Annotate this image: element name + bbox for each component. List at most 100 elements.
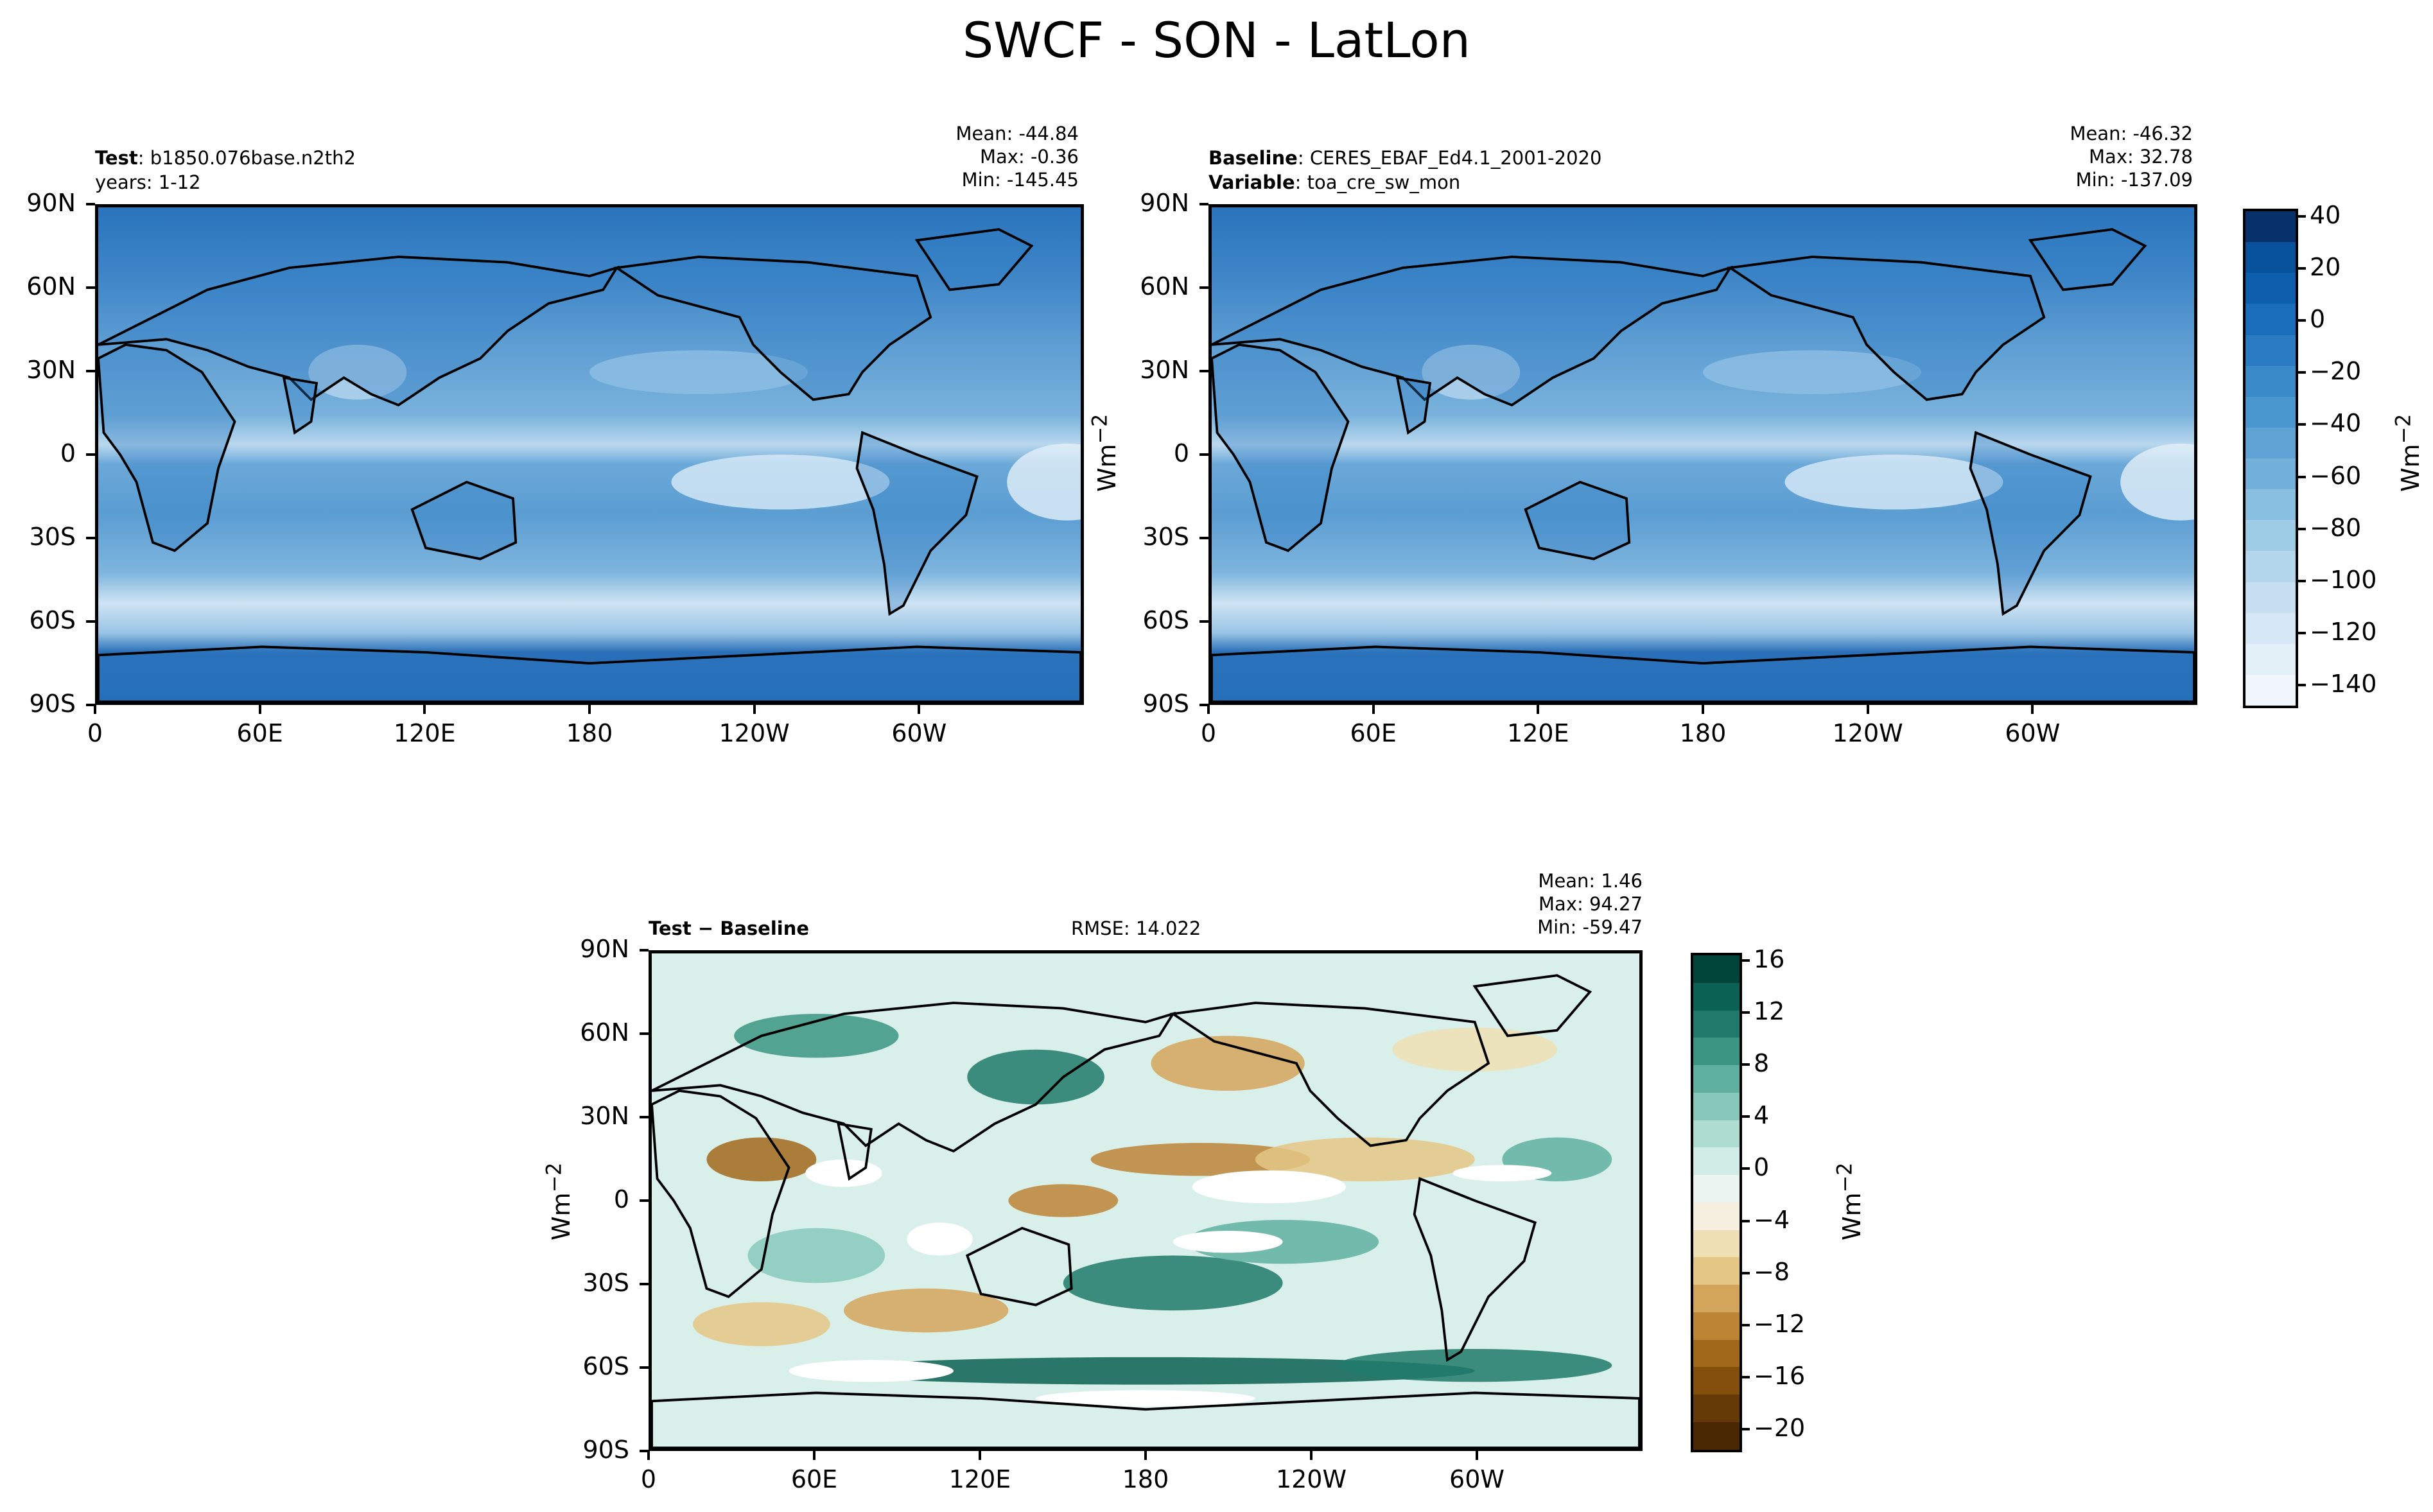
colorbar-tick-label: −12 [1754, 1309, 1806, 1338]
colorbar-tickmark [1742, 1011, 1750, 1014]
test-lat-tickmark [86, 370, 95, 372]
field-patch [967, 1049, 1104, 1105]
baseline-lon-tickmark [2031, 705, 2034, 714]
field-patch [1703, 350, 1921, 394]
colorbar-segment [2246, 396, 2296, 428]
test-lon-tick: 180 [566, 719, 613, 747]
test-label-text: b1850.076base.n2th2 [150, 147, 356, 169]
diff-lat-tickmark [640, 1199, 649, 1202]
colorbar-tickmark [2298, 631, 2306, 634]
baseline-min: Min: -137.09 [2075, 169, 2193, 191]
colorbar-segment [2246, 427, 2296, 458]
field-patch [671, 455, 890, 510]
test-lat-tickmark [86, 203, 95, 205]
baseline-lat-tick: 60S [1142, 606, 1189, 634]
coastline [613, 256, 932, 401]
baseline-lon-tickmark [1207, 705, 1210, 714]
diff-label-bold: Test − Baseline [649, 917, 810, 939]
test-max: Max: -0.36 [980, 146, 1079, 168]
baseline-label: Baseline: CERES_EBAF_Ed4.1_2001-2020 [1208, 147, 1602, 169]
baseline-lat-tickmark [1199, 370, 1208, 372]
colorbar-tickmark [2298, 527, 2306, 530]
masked-region [1192, 1170, 1346, 1204]
test-lat-tick: 90N [26, 189, 76, 217]
field-patch [706, 1137, 817, 1182]
test-map [95, 204, 1084, 705]
diff-lat-tickmark [640, 1366, 649, 1369]
colorbar-segment [1693, 982, 1740, 1011]
diff-rmse: RMSE: 14.022 [1071, 917, 1201, 939]
baseline-lon-tick: 0 [1200, 719, 1217, 747]
coastline [1727, 256, 2046, 401]
baseline-lon-tick: 60W [2005, 719, 2061, 747]
colorbar-segment [2246, 211, 2296, 243]
diff-min: Min: -59.47 [1537, 916, 1643, 938]
field-patch [1392, 1027, 1557, 1072]
baseline-mean: Mean: -46.32 [2070, 123, 2193, 144]
colorbar-tick-label: −100 [2310, 565, 2377, 594]
coastline [1395, 376, 1432, 435]
diff-lat-tick: 90N [580, 935, 629, 963]
field-patch [1255, 1137, 1475, 1182]
diff-lon-tick: 180 [1122, 1465, 1169, 1493]
diff-lon-tickmark [979, 1451, 981, 1460]
masked-region [1173, 1231, 1283, 1253]
coastline [1969, 431, 2092, 616]
colorbar-tickmark [1742, 1323, 1750, 1326]
colorbar-tick-label: 0 [2310, 305, 2326, 334]
colorbar-segment [2246, 458, 2296, 490]
coastline [855, 431, 979, 616]
test-lon-tickmark [918, 705, 921, 714]
test-lat-tickmark [86, 537, 95, 539]
colorbar-segment [1693, 1092, 1740, 1120]
colorbar-tick-label: −40 [2310, 409, 2362, 438]
field-patch [734, 1014, 899, 1058]
test-lon-tickmark [588, 705, 591, 714]
colorbar-tick-label: 12 [1754, 997, 1785, 1026]
colorbar-tick-label: 8 [1754, 1049, 1770, 1078]
colorbar-segment [1693, 1175, 1740, 1203]
colorbar-tickmark [2298, 319, 2306, 322]
colorbar-segment [2246, 304, 2296, 335]
coastline [652, 1391, 1639, 1448]
baseline-lat-tick: 30S [1142, 523, 1189, 551]
colorbar-segment [2246, 520, 2296, 552]
masked-region [1036, 1390, 1255, 1407]
diff-lat-tick: 60S [582, 1352, 629, 1380]
coastline [282, 376, 318, 435]
colorbar-tickmark [1742, 1115, 1750, 1118]
masked-region [1452, 1165, 1552, 1182]
diff-colorbar [1691, 953, 1742, 1452]
coastline [914, 228, 1034, 291]
colorbar-segment [1693, 1038, 1740, 1066]
baseline-lat-tick: 90S [1142, 690, 1189, 718]
coastline [652, 1089, 790, 1298]
main-colorbar-unit: Wm−2 [2392, 413, 2425, 492]
test-lat-tick: 90S [29, 690, 76, 718]
colorbar-segment [1693, 955, 1740, 983]
colorbar-segment [2246, 643, 2296, 675]
test-mean: Mean: -44.84 [955, 123, 1079, 144]
colorbar-segment [1693, 1120, 1740, 1148]
colorbar-tick-label: −8 [1754, 1257, 1790, 1286]
colorbar-segment [1693, 1147, 1740, 1176]
coastline [410, 480, 518, 560]
diff-lon-tick: 0 [640, 1465, 657, 1493]
field-patch [816, 1357, 1475, 1385]
baseline-lon-tickmark [1866, 705, 1869, 714]
coastline [965, 1226, 1073, 1307]
colorbar-tickmark [2298, 215, 2306, 218]
diff-lon-tick: 120E [948, 1465, 1011, 1493]
colorbar-segment [2246, 273, 2296, 304]
baseline-label-bold: Baseline [1208, 147, 1298, 169]
test-lat-tick: 30N [26, 356, 76, 384]
test-label: Test: b1850.076base.n2th2 [95, 147, 356, 169]
colorbar-tickmark [2298, 423, 2306, 426]
coastline [652, 1002, 1176, 1153]
colorbar-tickmark [2298, 371, 2306, 374]
diff-max: Max: 94.27 [1539, 893, 1643, 915]
baseline-max: Max: 32.78 [2089, 146, 2193, 168]
baseline-lat-tick: 60N [1140, 272, 1189, 300]
diff-lon-tickmark [647, 1451, 650, 1460]
